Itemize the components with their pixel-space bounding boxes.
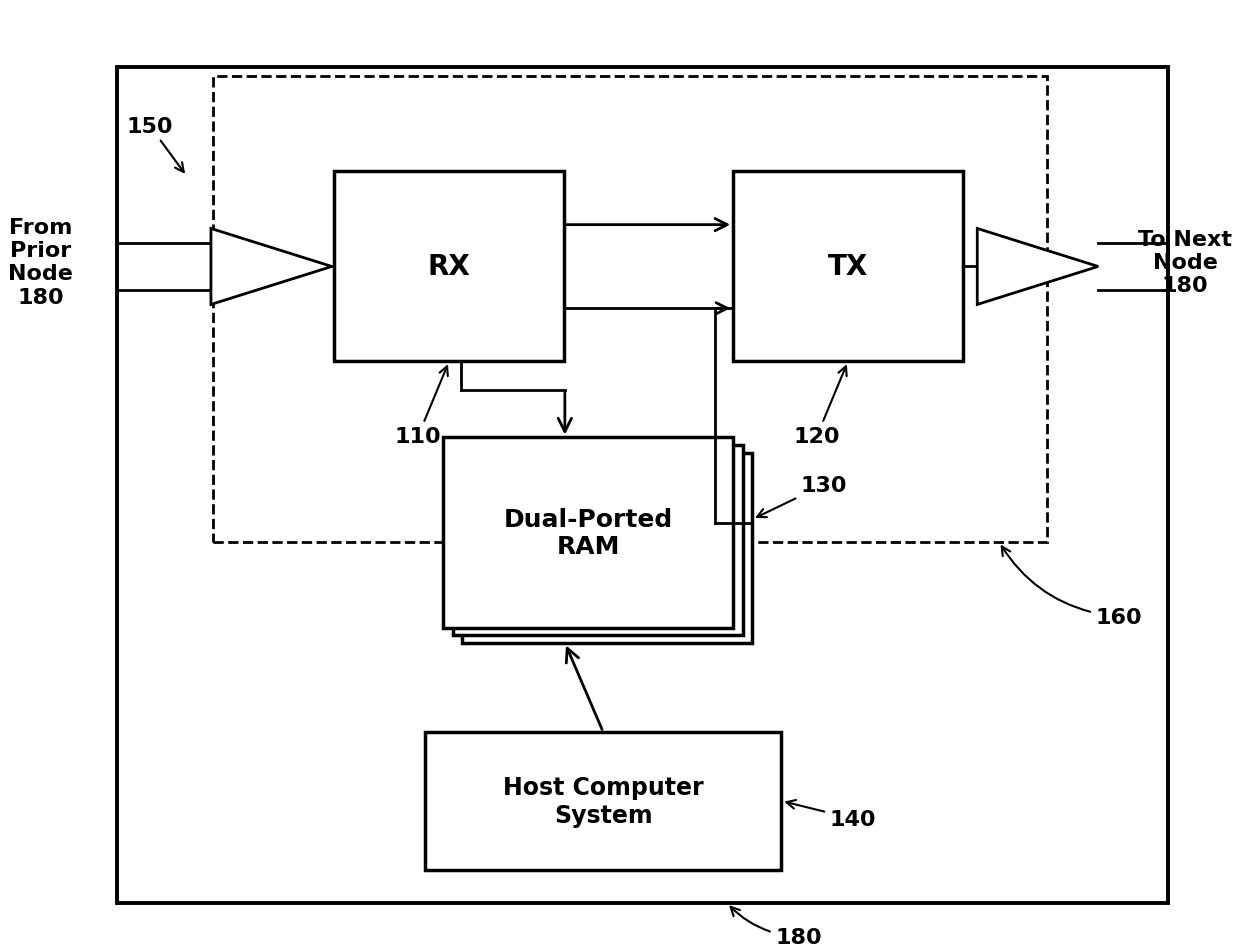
Text: TX: TX	[828, 253, 868, 281]
Bar	[425, 732, 781, 870]
Text: 150: 150	[126, 116, 184, 173]
Text: From
Prior
Node
180: From Prior Node 180	[9, 218, 73, 307]
Polygon shape	[211, 229, 332, 306]
Bar	[733, 172, 962, 362]
Bar	[443, 438, 733, 628]
Text: RX: RX	[428, 253, 470, 281]
Text: 180: 180	[730, 907, 822, 947]
Polygon shape	[977, 229, 1099, 306]
Bar	[453, 446, 743, 636]
Bar	[335, 172, 564, 362]
Text: 140: 140	[786, 801, 877, 829]
Bar	[213, 77, 1048, 543]
Text: 130: 130	[758, 475, 847, 518]
Text: 110: 110	[394, 367, 448, 446]
Text: Dual-Ported
RAM: Dual-Ported RAM	[503, 507, 672, 559]
Text: To Next
Node
180: To Next Node 180	[1138, 229, 1233, 295]
Bar	[117, 68, 1168, 903]
Text: 160: 160	[1002, 546, 1142, 627]
Text: Host Computer
System: Host Computer System	[503, 775, 703, 827]
Bar	[463, 453, 753, 643]
Text: 120: 120	[794, 367, 847, 446]
